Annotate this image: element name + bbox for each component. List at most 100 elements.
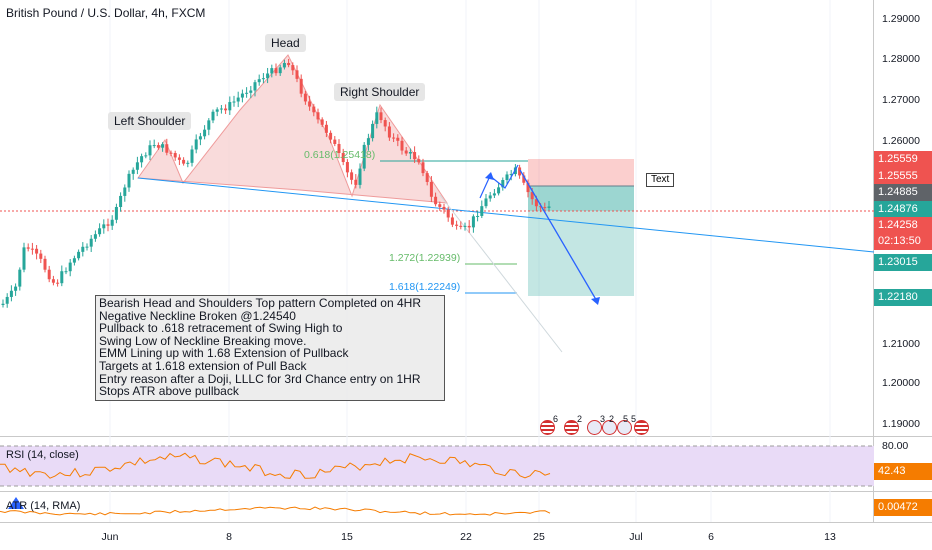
candle-body	[152, 145, 156, 147]
candle-body	[358, 168, 362, 185]
candle-body	[85, 246, 89, 248]
candle-body	[488, 195, 492, 199]
entry-price-label: 1.24876	[874, 201, 932, 218]
candle-body	[43, 258, 47, 270]
candle-body	[60, 271, 64, 284]
candle-body	[207, 120, 211, 130]
candle-body	[434, 196, 438, 205]
candle-body	[169, 152, 173, 154]
time-tick: 8	[226, 531, 232, 543]
candle-body	[186, 162, 190, 164]
candle-body	[144, 155, 148, 157]
atr-pane-label[interactable]: ATR (14, RMA)	[6, 500, 81, 512]
candle-body	[68, 262, 72, 272]
left-shoulder-label[interactable]: Left Shoulder	[108, 112, 192, 130]
candle-body	[1, 303, 5, 305]
rsi-pane-label[interactable]: RSI (14, close)	[6, 449, 79, 461]
candle-body	[114, 206, 118, 220]
candle-body	[429, 181, 433, 197]
candle-body	[135, 162, 139, 170]
candle-body	[291, 65, 295, 71]
candle-body	[26, 247, 30, 249]
candle-body	[123, 187, 127, 196]
candle-body	[224, 108, 228, 111]
candle-body	[215, 109, 219, 112]
event-count: 2	[609, 414, 615, 424]
candle-body	[400, 140, 404, 151]
atr-alert-icon[interactable]	[8, 496, 24, 509]
candle-body	[173, 153, 177, 158]
us-flag-icon[interactable]	[540, 420, 555, 435]
candle-body	[219, 108, 223, 110]
candle-body	[375, 112, 379, 124]
position-target-zone[interactable]	[528, 186, 634, 296]
analysis-note[interactable]: Bearish Head and Shoulders Top pattern C…	[95, 295, 445, 401]
candle-body	[366, 138, 370, 145]
stop-price-label: 1.25559	[874, 151, 932, 168]
candle-body	[282, 62, 286, 68]
candle-body	[459, 225, 463, 227]
candle-body	[371, 123, 375, 139]
candle-body	[387, 126, 391, 138]
us-flag-icon[interactable]	[634, 420, 649, 435]
current-price-label: 1.24258	[874, 217, 932, 234]
candle-body	[93, 234, 97, 239]
neckline[interactable]	[137, 177, 875, 253]
chart-title: British Pound / U.S. Dollar, 4h, FXCM	[6, 6, 206, 20]
candle-body	[547, 206, 551, 208]
price-tick: 1.21000	[882, 338, 920, 350]
price-tick: 1.19000	[882, 418, 920, 430]
candle-body	[119, 195, 123, 207]
note-line: EMM Lining up with 1.68 Extension of Pul…	[99, 346, 349, 361]
candle-body	[383, 120, 387, 127]
candle-body	[236, 97, 240, 102]
uk-flag-icon[interactable]	[617, 420, 632, 435]
position-stop-zone[interactable]	[528, 159, 634, 186]
candle-body	[102, 224, 106, 229]
candle-body	[232, 101, 236, 103]
candle-body	[404, 150, 408, 154]
candle-body	[278, 67, 282, 74]
candle-body	[455, 224, 459, 226]
candle-body	[509, 174, 513, 176]
note-line: Negative Neckline Broken @1.24540	[99, 308, 296, 323]
head-shoulders-shape[interactable]	[137, 54, 448, 204]
candle-body	[471, 216, 475, 228]
candle-body	[156, 145, 160, 148]
candle-body	[530, 192, 534, 200]
candle-body	[518, 167, 522, 176]
candle-body	[312, 106, 316, 113]
candle-body	[324, 124, 328, 133]
rsi-upper-level: 80.00	[882, 440, 909, 452]
candle-body	[354, 179, 358, 185]
candle-body	[341, 153, 345, 163]
candle-body	[165, 144, 169, 153]
candle-body	[270, 68, 274, 74]
entry-high-price-label: 1.25555	[874, 168, 932, 185]
right-shoulder-label[interactable]: Right Shoulder	[334, 83, 426, 101]
candle-body	[467, 225, 471, 228]
event-count: 3	[600, 414, 606, 424]
candle-body	[98, 228, 102, 235]
uk-flag-icon[interactable]	[602, 420, 617, 435]
price-tick: 1.20000	[882, 377, 920, 389]
candle-body	[350, 172, 354, 180]
us-flag-icon[interactable]	[564, 420, 579, 435]
head-label[interactable]: Head	[265, 34, 306, 52]
candle-body	[203, 129, 207, 137]
text-tag[interactable]: Text	[646, 173, 675, 187]
candle-body	[106, 224, 110, 226]
candle-body	[274, 68, 278, 74]
projection-arrow[interactable]	[519, 169, 599, 304]
candle-body	[148, 145, 152, 156]
event-count: 2	[577, 414, 583, 424]
note-line: Targets at 1.618 extension of Pull Back	[99, 358, 307, 373]
candle-body	[337, 143, 341, 154]
faint-trendline[interactable]	[439, 194, 563, 353]
time-tick: 15	[341, 531, 353, 543]
pullback-arrow[interactable]	[479, 164, 519, 199]
uk-flag-icon[interactable]	[587, 420, 602, 435]
candle-body	[329, 132, 333, 140]
